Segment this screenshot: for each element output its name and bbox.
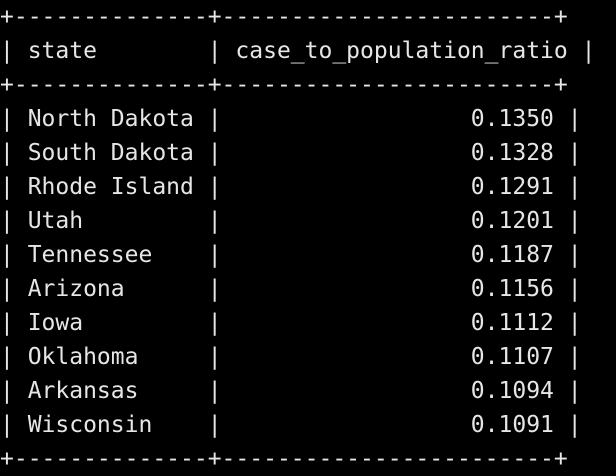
- table-row: | Arkansas | 0.1094 |: [0, 378, 582, 404]
- table-border-top: +--------------+------------------------…: [0, 4, 568, 30]
- table-row: | Utah | 0.1201 |: [0, 208, 582, 234]
- table-row: | Wisconsin | 0.1091 |: [0, 412, 582, 438]
- table-border-bottom: +--------------+------------------------…: [0, 446, 568, 472]
- table-row: | Arizona | 0.1156 |: [0, 276, 582, 302]
- table-row: | Rhode Island | 0.1291 |: [0, 174, 582, 200]
- table-row: | Oklahoma | 0.1107 |: [0, 344, 582, 370]
- table-header-row: | state | case_to_population_ratio |: [0, 38, 596, 64]
- table-row: | Tennessee | 0.1187 |: [0, 242, 582, 268]
- table-row: | South Dakota | 0.1328 |: [0, 140, 582, 166]
- table-border-header: +--------------+------------------------…: [0, 72, 568, 98]
- table-row: | Iowa | 0.1112 |: [0, 310, 582, 336]
- query-result-table: +--------------+------------------------…: [0, 4, 596, 472]
- table-row: | North Dakota | 0.1350 |: [0, 106, 582, 132]
